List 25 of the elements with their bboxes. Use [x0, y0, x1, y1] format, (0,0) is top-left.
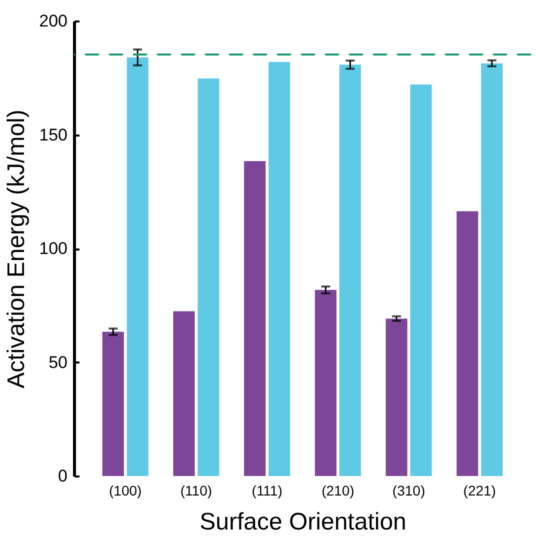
bar: [456, 211, 478, 476]
bar: [102, 332, 124, 476]
bar: [314, 290, 336, 476]
bar: [244, 161, 266, 476]
x-tick-label: (111): [252, 482, 282, 498]
y-tick-label: 200: [39, 12, 68, 30]
bar: [410, 84, 432, 476]
bar: [126, 57, 148, 476]
bar: [386, 318, 408, 476]
x-tick-label: (110): [180, 482, 212, 498]
y-tick-label: 0: [58, 466, 68, 486]
x-tick-label: (210): [322, 482, 354, 498]
x-tick-label: (221): [463, 482, 496, 498]
y-tick-label: 150: [39, 125, 68, 144]
x-tick-label: (100): [109, 482, 142, 498]
x-tick-label: (310): [392, 482, 426, 498]
y-tick-label: 100: [39, 239, 68, 258]
bar: [198, 78, 220, 476]
y-axis-title: Activation Energy (kJ/mol): [3, 110, 30, 388]
bar: [481, 63, 503, 476]
bar: [339, 64, 361, 476]
y-tick-label: 50: [48, 352, 68, 372]
x-axis-title: Surface Orientation: [200, 508, 406, 536]
bar: [268, 62, 290, 476]
bar: [173, 311, 195, 476]
